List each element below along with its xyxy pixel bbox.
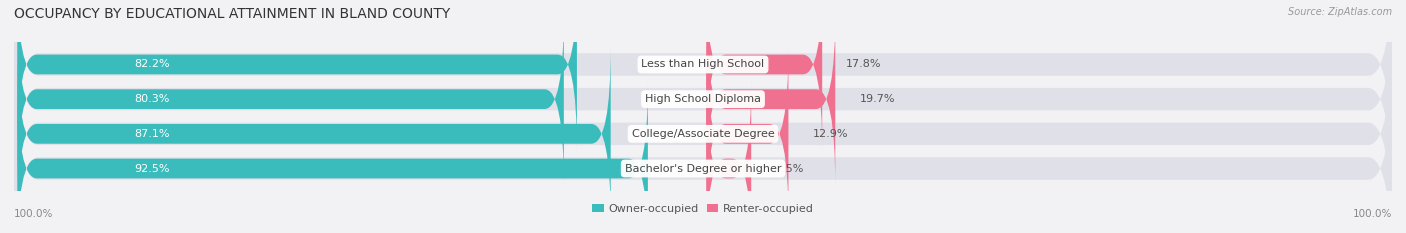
- Text: Source: ZipAtlas.com: Source: ZipAtlas.com: [1288, 7, 1392, 17]
- FancyBboxPatch shape: [14, 0, 1392, 175]
- FancyBboxPatch shape: [706, 47, 789, 221]
- FancyBboxPatch shape: [706, 81, 751, 233]
- Text: 100.0%: 100.0%: [1353, 209, 1392, 219]
- Text: Less than High School: Less than High School: [641, 59, 765, 69]
- Text: 19.7%: 19.7%: [859, 94, 894, 104]
- Text: 82.2%: 82.2%: [134, 59, 170, 69]
- Text: High School Diploma: High School Diploma: [645, 94, 761, 104]
- FancyBboxPatch shape: [14, 24, 1392, 233]
- Text: 7.5%: 7.5%: [775, 164, 804, 174]
- FancyBboxPatch shape: [706, 0, 823, 152]
- Text: OCCUPANCY BY EDUCATIONAL ATTAINMENT IN BLAND COUNTY: OCCUPANCY BY EDUCATIONAL ATTAINMENT IN B…: [14, 7, 450, 21]
- FancyBboxPatch shape: [17, 81, 648, 233]
- FancyBboxPatch shape: [17, 12, 564, 186]
- FancyBboxPatch shape: [14, 0, 1392, 209]
- Text: 100.0%: 100.0%: [14, 209, 53, 219]
- Text: 12.9%: 12.9%: [813, 129, 848, 139]
- FancyBboxPatch shape: [706, 12, 835, 186]
- Text: 80.3%: 80.3%: [134, 94, 170, 104]
- Legend: Owner-occupied, Renter-occupied: Owner-occupied, Renter-occupied: [588, 199, 818, 218]
- Text: College/Associate Degree: College/Associate Degree: [631, 129, 775, 139]
- Text: Bachelor's Degree or higher: Bachelor's Degree or higher: [624, 164, 782, 174]
- FancyBboxPatch shape: [14, 58, 1392, 233]
- Text: 92.5%: 92.5%: [134, 164, 170, 174]
- FancyBboxPatch shape: [17, 0, 576, 152]
- FancyBboxPatch shape: [17, 47, 610, 221]
- Text: 17.8%: 17.8%: [846, 59, 882, 69]
- Text: 87.1%: 87.1%: [134, 129, 170, 139]
